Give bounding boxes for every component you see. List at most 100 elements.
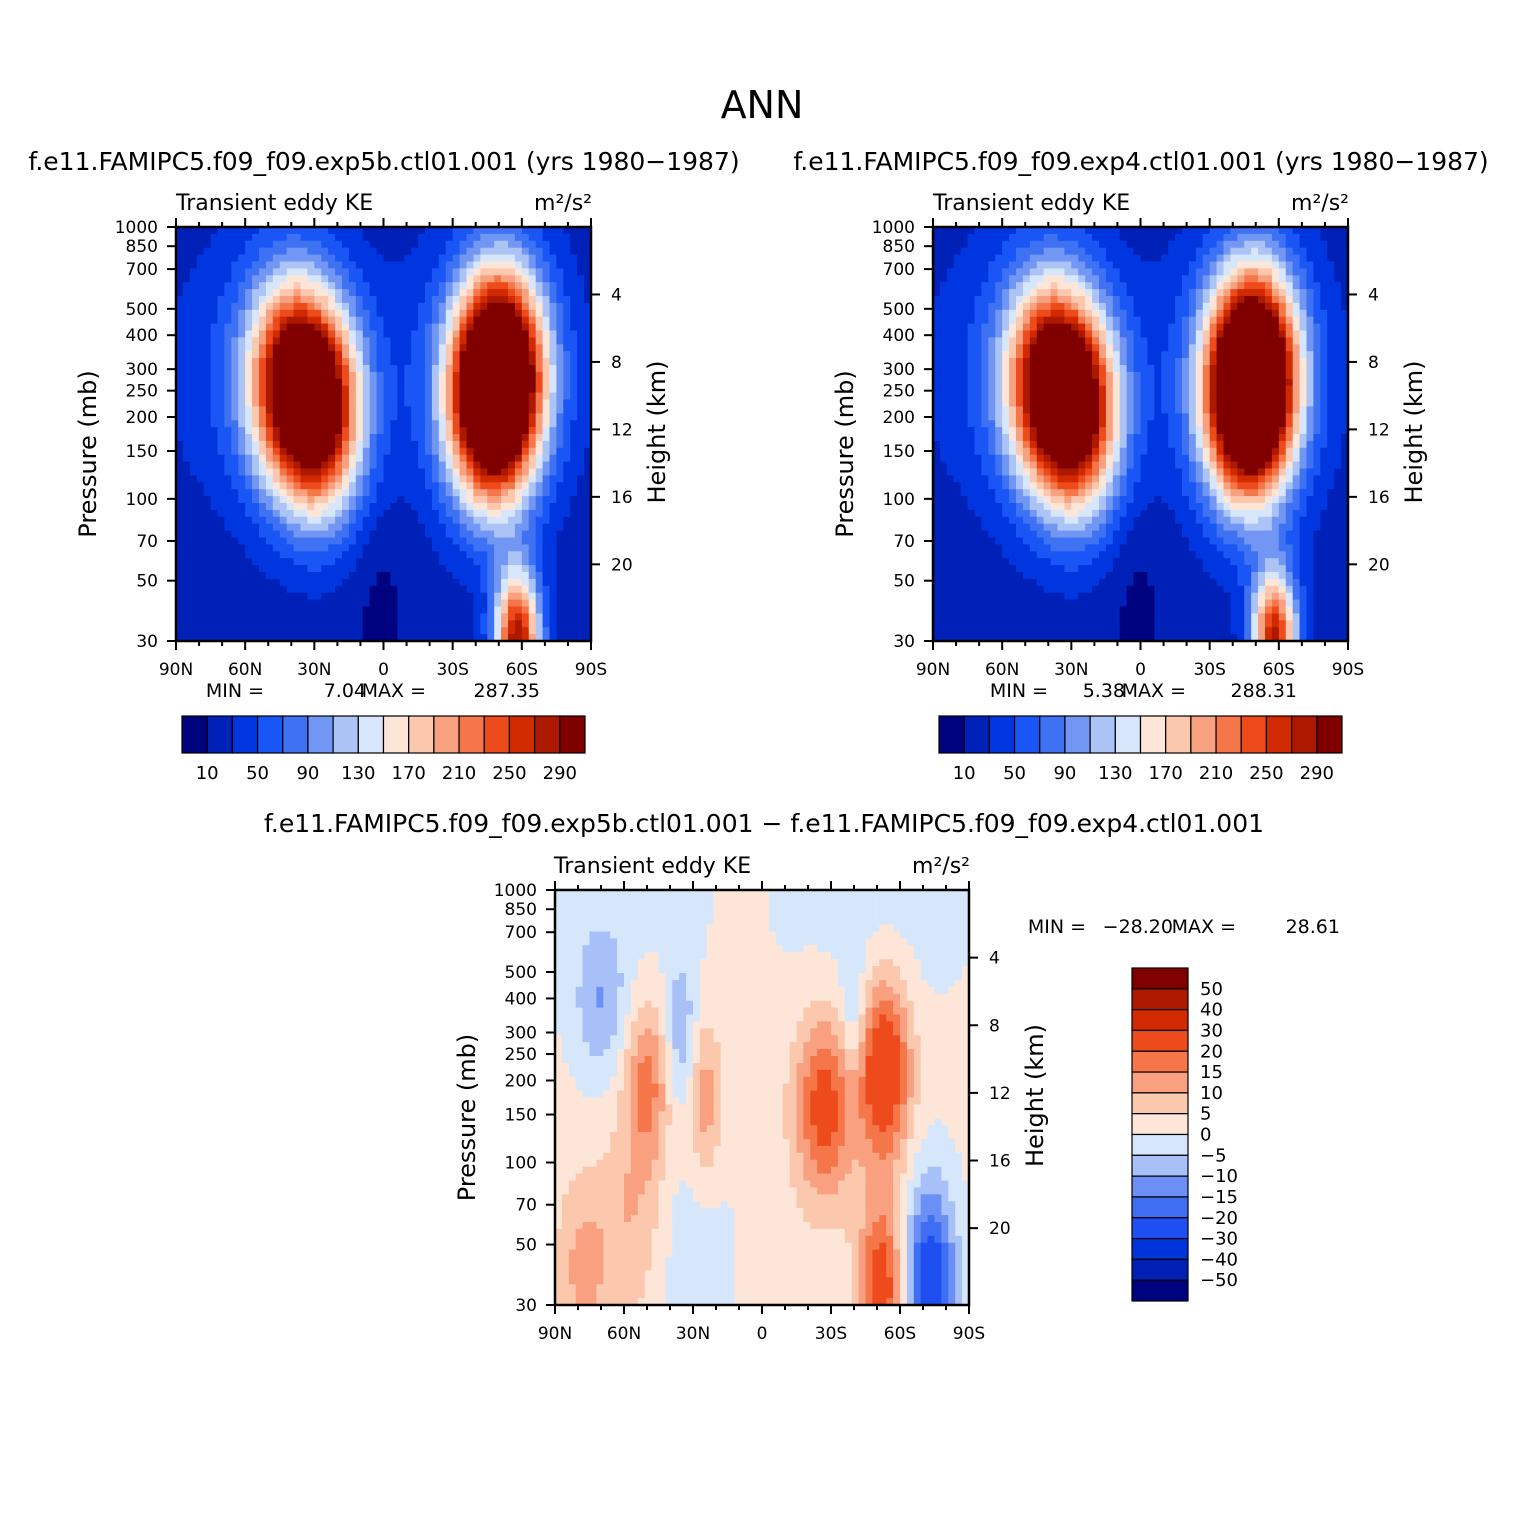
field-cell: [1044, 593, 1052, 601]
field-cell: [287, 538, 295, 546]
field-cell: [425, 565, 433, 573]
field-cell: [1016, 234, 1024, 242]
field-cell: [273, 496, 281, 504]
field-cell: [183, 268, 191, 276]
field-cell: [439, 517, 447, 525]
field-cell: [411, 510, 419, 518]
field-cell: [287, 324, 295, 332]
field-cell: [975, 420, 983, 428]
field-cell: [1030, 613, 1038, 621]
field-cell: [508, 241, 516, 249]
field-cell: [245, 607, 253, 615]
field-cell: [1037, 510, 1045, 518]
field-cell: [314, 427, 322, 435]
field-cell: [197, 331, 205, 339]
field-cell: [446, 586, 454, 594]
field-cell: [356, 393, 364, 401]
field-cell: [356, 248, 364, 256]
field-cell: [1002, 282, 1010, 290]
field-cell: [487, 255, 495, 263]
field-cell: [425, 241, 433, 249]
field-cell: [968, 427, 976, 435]
field-cell: [1044, 579, 1052, 587]
field-cell: [968, 455, 976, 463]
field-cell: [940, 262, 948, 270]
field-cell: [473, 379, 481, 387]
field-cell: [363, 331, 371, 339]
field-cell: [363, 268, 371, 276]
field-cell: [328, 406, 336, 414]
field-cell: [981, 351, 989, 359]
field-cell: [259, 386, 267, 394]
field-cell: [397, 448, 405, 456]
field-cell: [245, 538, 253, 546]
field-cell: [1009, 310, 1017, 318]
field-cell: [1030, 448, 1038, 456]
field-cell: [460, 324, 468, 332]
field-cell: [307, 593, 315, 601]
field-cell: [425, 503, 433, 511]
field-cell: [467, 600, 475, 608]
field-cell: [328, 489, 336, 497]
field-cell: [522, 400, 530, 408]
field-cell: [940, 420, 948, 428]
field-cell: [577, 524, 585, 532]
field-cell: [1037, 337, 1045, 345]
field-cell: [425, 517, 433, 525]
field-cell: [446, 538, 454, 546]
field-cell: [947, 448, 955, 456]
field-cell: [238, 324, 246, 332]
field-cell: [1023, 524, 1031, 532]
field-cell: [501, 475, 509, 483]
field-cell: [536, 593, 544, 601]
field-cell: [1044, 365, 1052, 373]
field-cell: [335, 462, 343, 470]
field-cell: [1051, 268, 1059, 276]
field-cell: [335, 496, 343, 504]
field-cell: [508, 317, 516, 325]
field-cell: [294, 434, 302, 442]
field-cell: [307, 489, 315, 497]
field-cell: [480, 393, 488, 401]
field-cell: [995, 372, 1003, 380]
field-cell: [467, 469, 475, 477]
field-cell: [356, 558, 364, 566]
field-cell: [563, 386, 571, 394]
field-cell: [954, 448, 962, 456]
field-cell: [328, 441, 336, 449]
field-cell: [981, 365, 989, 373]
field-cell: [425, 579, 433, 587]
panel-1-filled-field: [176, 227, 592, 642]
colorbar-swatch: [459, 716, 484, 753]
field-cell: [577, 455, 585, 463]
field-cell: [446, 241, 454, 249]
field-cell: [543, 365, 551, 373]
field-cell: [301, 351, 309, 359]
field-cell: [390, 351, 398, 359]
field-cell: [501, 379, 509, 387]
field-cell: [204, 455, 212, 463]
field-cell: [1002, 475, 1010, 483]
field-cell: [259, 324, 267, 332]
field-cell: [218, 551, 226, 559]
field-cell: [314, 600, 322, 608]
field-cell: [266, 469, 274, 477]
field-cell: [473, 462, 481, 470]
field-cell: [404, 255, 412, 263]
field-cell: [231, 400, 239, 408]
field-cell: [397, 462, 405, 470]
field-cell: [411, 393, 419, 401]
field-cell: [1071, 572, 1079, 580]
field-cell: [397, 600, 405, 608]
field-cell: [425, 462, 433, 470]
field-cell: [342, 448, 350, 456]
field-cell: [190, 331, 198, 339]
field-cell: [404, 296, 412, 304]
field-cell: [1051, 538, 1059, 546]
field-cell: [556, 565, 564, 573]
field-cell: [577, 268, 585, 276]
field-cell: [266, 538, 274, 546]
field-cell: [508, 579, 516, 587]
field-cell: [231, 441, 239, 449]
field-cell: [467, 462, 475, 470]
